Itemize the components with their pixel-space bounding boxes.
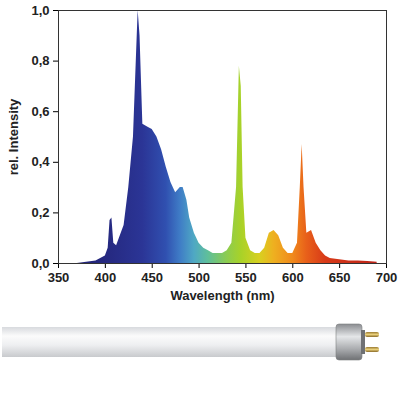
- svg-text:0,6: 0,6: [31, 104, 49, 119]
- svg-text:500: 500: [188, 270, 210, 285]
- svg-text:550: 550: [235, 270, 257, 285]
- svg-text:0,0: 0,0: [31, 256, 49, 271]
- svg-text:400: 400: [95, 270, 117, 285]
- svg-text:0,8: 0,8: [31, 53, 49, 68]
- svg-text:Wavelength (nm): Wavelength (nm): [170, 288, 274, 303]
- svg-text:650: 650: [329, 270, 351, 285]
- svg-text:600: 600: [282, 270, 304, 285]
- svg-text:1,0: 1,0: [31, 3, 49, 18]
- svg-text:0,2: 0,2: [31, 205, 49, 220]
- svg-text:0,4: 0,4: [31, 154, 50, 169]
- svg-text:700: 700: [376, 270, 398, 285]
- svg-text:350: 350: [48, 270, 70, 285]
- svg-text:rel. Intensity: rel. Intensity: [6, 98, 21, 175]
- svg-text:450: 450: [141, 270, 163, 285]
